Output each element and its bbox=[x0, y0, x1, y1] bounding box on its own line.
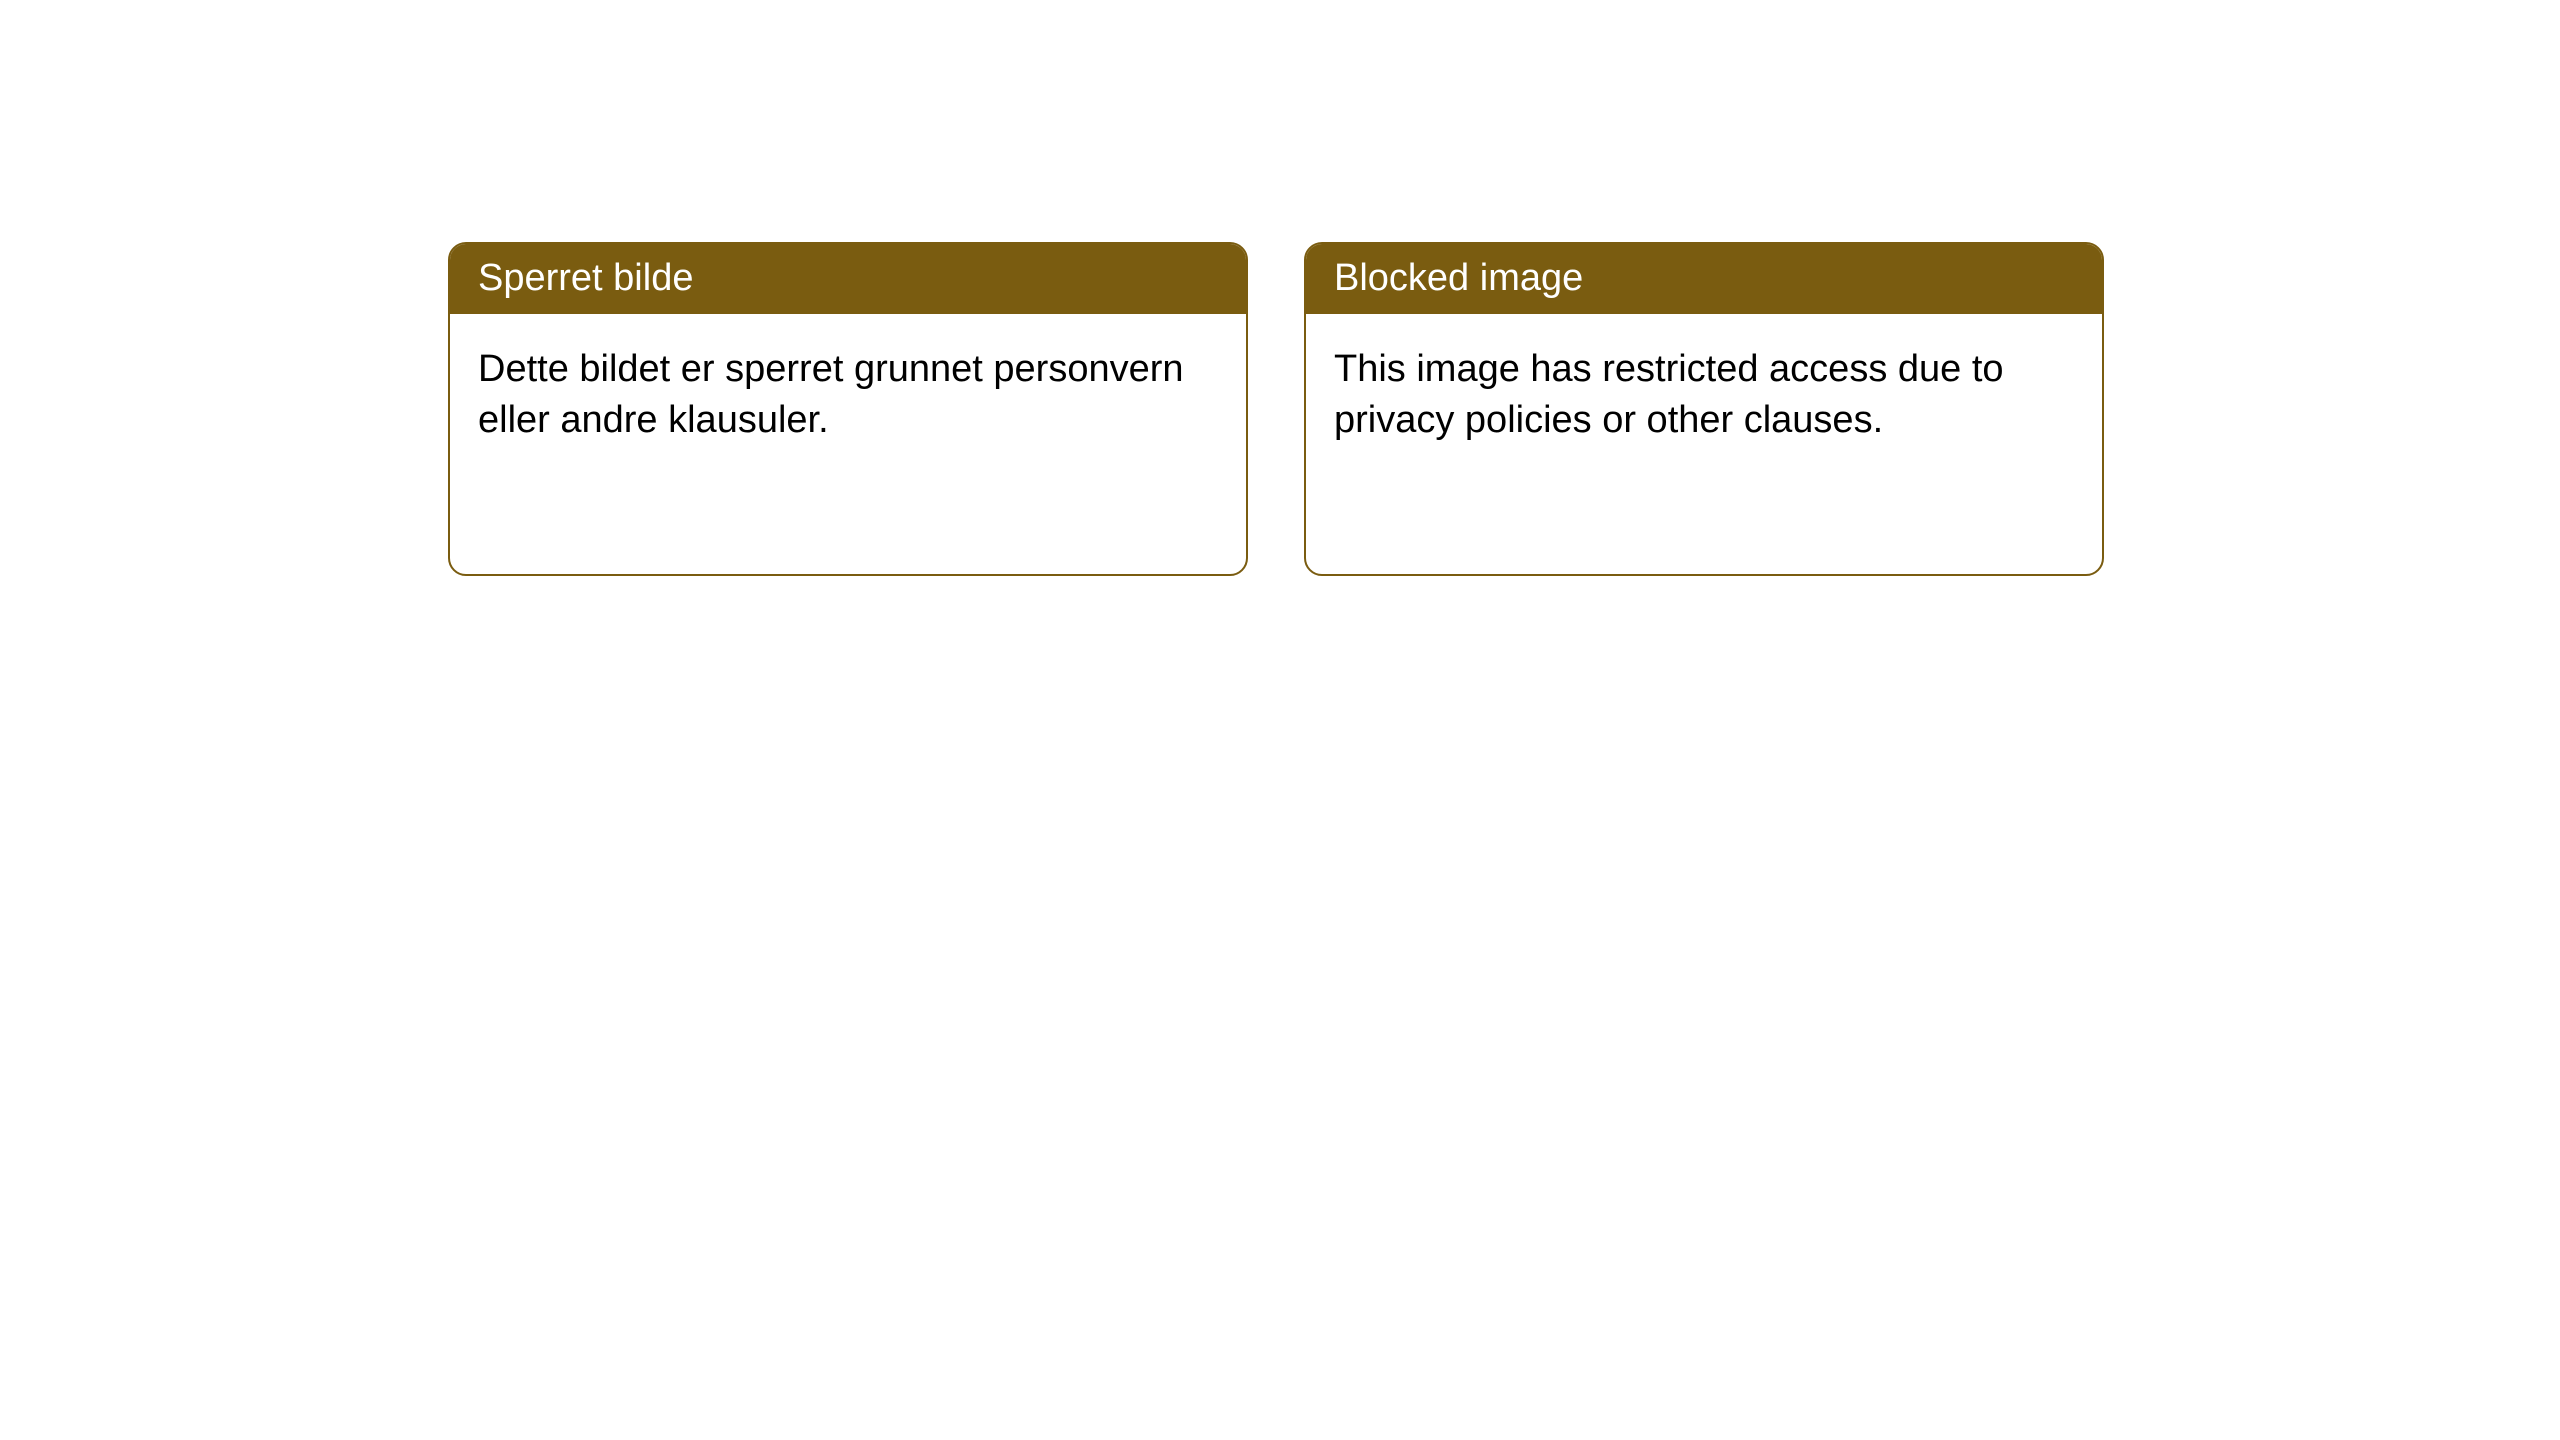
notice-container: Sperret bilde Dette bildet er sperret gr… bbox=[448, 242, 2104, 576]
notice-header: Blocked image bbox=[1306, 244, 2102, 314]
notice-body: Dette bildet er sperret grunnet personve… bbox=[450, 314, 1246, 477]
notice-card-norwegian: Sperret bilde Dette bildet er sperret gr… bbox=[448, 242, 1248, 576]
notice-title: Blocked image bbox=[1334, 257, 1583, 299]
notice-card-english: Blocked image This image has restricted … bbox=[1304, 242, 2104, 576]
notice-header: Sperret bilde bbox=[450, 244, 1246, 314]
notice-body: This image has restricted access due to … bbox=[1306, 314, 2102, 477]
notice-body-text: This image has restricted access due to … bbox=[1334, 348, 2004, 441]
notice-title: Sperret bilde bbox=[478, 257, 693, 299]
notice-body-text: Dette bildet er sperret grunnet personve… bbox=[478, 348, 1184, 441]
